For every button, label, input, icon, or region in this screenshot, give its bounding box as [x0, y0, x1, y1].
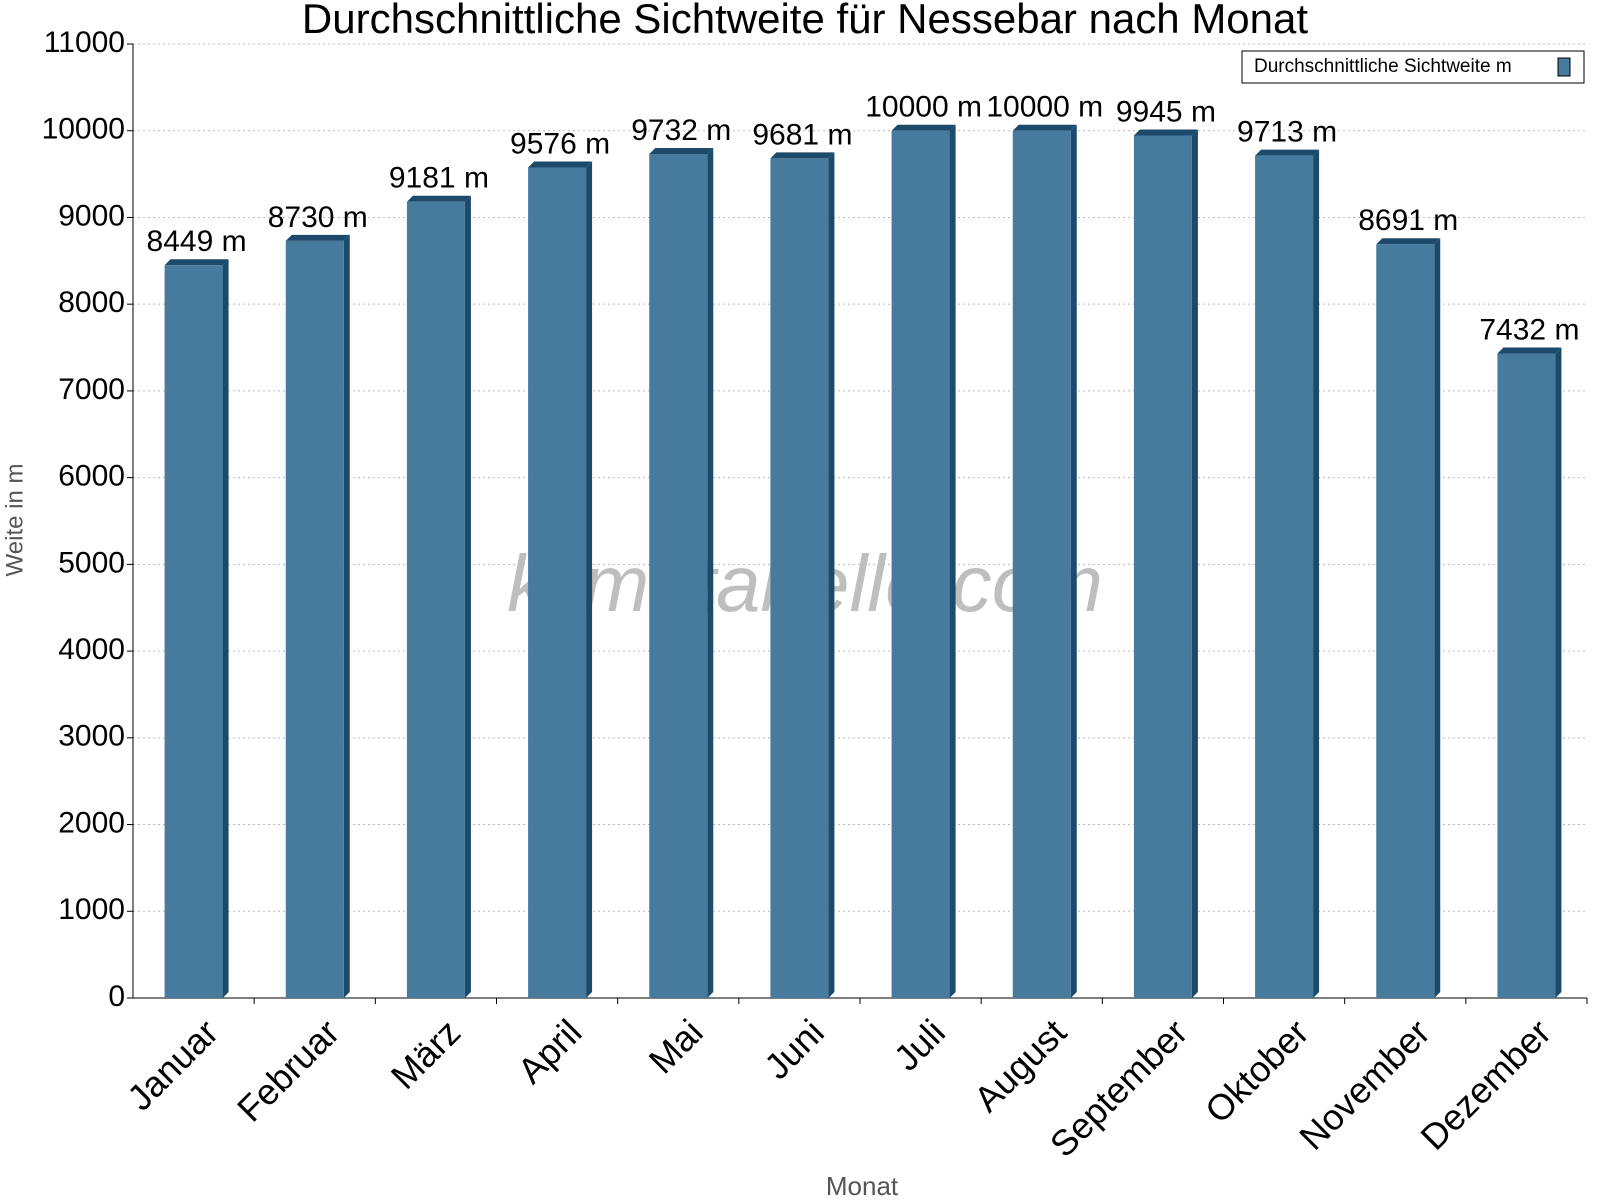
x-tick-label: Dezember: [1412, 1011, 1558, 1157]
bar-front: [1133, 135, 1192, 999]
data-label: 9181 m: [389, 162, 489, 195]
y-tick-label: 6000: [58, 460, 125, 493]
legend-box: [1241, 50, 1585, 84]
x-tick-label: Juni: [756, 1011, 832, 1087]
bar-front: [528, 167, 587, 998]
x-tick-label: Mai: [641, 1011, 711, 1081]
x-tick-label: Januar: [119, 1011, 226, 1118]
x-tick-label: August: [966, 1011, 1074, 1119]
bar-side: [828, 152, 835, 998]
bar-side: [1555, 347, 1562, 999]
y-tick-label: 9000: [58, 199, 125, 232]
x-tick-label: Juli: [886, 1011, 953, 1078]
bar-front: [406, 201, 465, 999]
y-tick-label: 5000: [58, 546, 125, 579]
x-tick-label: April: [510, 1011, 590, 1091]
bar-side: [343, 234, 350, 998]
bar-top: [285, 234, 350, 241]
bar-front: [285, 240, 344, 998]
bar-side: [1070, 124, 1077, 998]
bar-top: [649, 147, 714, 154]
bar: [1012, 124, 1077, 998]
x-axis-title: Monat: [826, 1171, 899, 1200]
bar: [406, 195, 471, 999]
data-label: 9732 m: [631, 114, 731, 147]
bar-side: [464, 195, 471, 999]
bar-front: [1376, 244, 1435, 998]
data-label: 9576 m: [510, 127, 610, 160]
x-tick-label: Oktober: [1197, 1011, 1317, 1131]
bar: [528, 161, 593, 998]
y-tick-label: 11000: [44, 26, 125, 59]
bar-side: [222, 259, 229, 998]
bar-side: [1313, 149, 1320, 999]
bar: [770, 152, 835, 998]
y-tick-label: 10000: [42, 113, 125, 146]
bar-front: [649, 153, 708, 998]
y-tick-label: 8000: [58, 286, 125, 319]
bar-side: [707, 147, 714, 998]
bar-top: [770, 152, 835, 159]
bar-front: [1255, 155, 1314, 999]
data-label: 8730 m: [268, 201, 368, 234]
data-label: 9945 m: [1116, 95, 1216, 128]
bar: [1133, 129, 1198, 999]
bar-side: [1434, 238, 1441, 998]
legend-label: Durchschnittliche Sichtweite m: [1254, 56, 1512, 77]
bar-front: [1497, 353, 1556, 999]
bar: [1255, 149, 1320, 999]
bar: [1376, 238, 1441, 998]
bar: [649, 147, 714, 998]
bar-top: [1376, 238, 1441, 245]
bar: [1497, 347, 1562, 999]
y-tick-label: 2000: [58, 806, 125, 839]
y-tick-label: 1000: [58, 893, 125, 926]
y-tick-label: 3000: [58, 720, 125, 753]
bar-top: [891, 124, 956, 131]
bar-front: [164, 265, 223, 998]
data-label: 7432 m: [1479, 313, 1579, 346]
bar: [891, 124, 956, 998]
legend-swatch: [1557, 57, 1571, 77]
bar: [164, 259, 229, 998]
y-tick-label: 0: [108, 980, 125, 1013]
bar-side: [949, 124, 956, 998]
bar-top: [1012, 124, 1077, 131]
data-label: 9681 m: [752, 118, 852, 151]
data-label: 10000 m: [986, 91, 1103, 124]
y-tick-label: 7000: [58, 373, 125, 406]
bar-top: [1133, 129, 1198, 136]
y-tick-label: 4000: [58, 633, 125, 666]
y-axis-title: Weite in m: [1, 464, 28, 577]
bar-top: [164, 259, 229, 266]
data-label: 8449 m: [147, 225, 247, 258]
x-tick-label: November: [1291, 1011, 1437, 1157]
data-label: 8691 m: [1358, 204, 1458, 237]
bar-top: [1497, 347, 1562, 354]
data-label: 9713 m: [1237, 116, 1337, 149]
bar-top: [1255, 149, 1320, 156]
bar-front: [1012, 130, 1071, 998]
bar-front: [891, 130, 950, 998]
bar-front: [770, 158, 829, 998]
bar-side: [586, 161, 593, 998]
x-tick-label: Februar: [229, 1011, 347, 1129]
bar-top: [406, 195, 471, 202]
legend: Durchschnittliche Sichtweite m: [1241, 50, 1585, 84]
chart-title: Durchschnittliche Sichtweite für Nesseba…: [302, 0, 1308, 42]
x-tick-label: März: [383, 1011, 469, 1097]
bar-top: [528, 161, 593, 168]
bar: [285, 234, 350, 998]
bar-side: [1191, 129, 1198, 999]
data-label: 10000 m: [865, 91, 982, 124]
